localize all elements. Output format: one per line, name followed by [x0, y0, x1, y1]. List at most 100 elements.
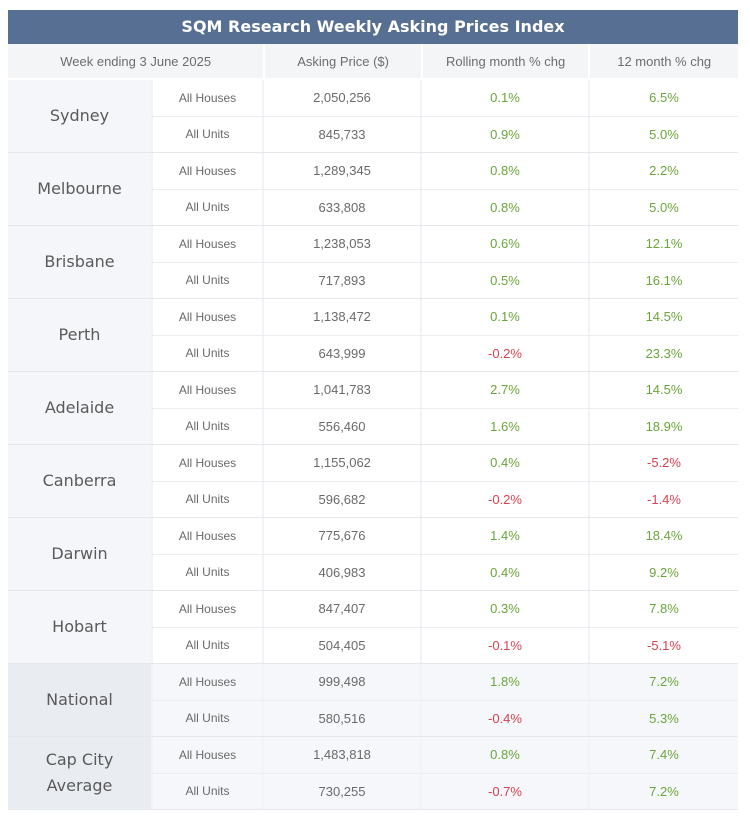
table-row: All Units 717,893 0.5% 16.1%: [151, 261, 738, 298]
city-rows: All Houses 999,498 1.8% 7.2% All Units 580,51…: [151, 664, 738, 736]
month-change-cell: -0.2%: [420, 481, 588, 517]
month-change-cell: 0.4%: [420, 445, 588, 481]
month-change-cell: -0.2%: [420, 335, 588, 371]
asking-price-cell: 1,041,783: [262, 372, 420, 408]
table-row: All Units 633,808 0.8% 5.0%: [151, 188, 738, 225]
month-change-cell: 0.8%: [420, 153, 588, 189]
asking-price-cell: 580,516: [262, 700, 420, 736]
month-change-cell: 0.1%: [420, 80, 588, 116]
city-name: Hobart: [8, 591, 151, 663]
asking-price-cell: 730,255: [262, 773, 420, 809]
city-rows: All Houses 2,050,256 0.1% 6.5% All Units 845,…: [151, 80, 738, 152]
city-block: Adelaide All Houses 1,041,783 2.7% 14.5% All …: [8, 372, 738, 445]
city-block: Brisbane All Houses 1,238,053 0.6% 12.1% All …: [8, 226, 738, 299]
table-row: All Units 845,733 0.9% 5.0%: [151, 115, 738, 152]
asking-price-cell: 556,460: [262, 408, 420, 444]
asking-price-cell: 1,138,472: [262, 299, 420, 335]
table-title: SQM Research Weekly Asking Prices Index: [8, 10, 738, 44]
city-name: Brisbane: [8, 226, 151, 298]
table-row: All Houses 1,483,818 0.8% 7.4%: [151, 737, 738, 773]
dwelling-type-cell: All Units: [151, 700, 262, 736]
dwelling-type-cell: All Houses: [151, 299, 262, 335]
dwelling-type-cell: All Houses: [151, 153, 262, 189]
asking-price-cell: 1,289,345: [262, 153, 420, 189]
table-row: All Units 580,516 -0.4% 5.3%: [151, 699, 738, 736]
city-block: Sydney All Houses 2,050,256 0.1% 6.5% All Uni…: [8, 80, 738, 153]
asking-prices-table: SQM Research Weekly Asking Prices Index …: [8, 10, 738, 810]
dwelling-type-cell: All Units: [151, 408, 262, 444]
dwelling-type-cell: All Houses: [151, 664, 262, 700]
year-change-cell: 5.3%: [588, 700, 738, 736]
city-name: National: [8, 664, 151, 736]
year-change-cell: 7.2%: [588, 664, 738, 700]
city-block: Canberra All Houses 1,155,062 0.4% -5.2% All …: [8, 445, 738, 518]
asking-price-cell: 643,999: [262, 335, 420, 371]
city-block: Hobart All Houses 847,407 0.3% 7.8% All Units…: [8, 591, 738, 664]
asking-price-cell: 633,808: [262, 189, 420, 225]
year-change-cell: 18.9%: [588, 408, 738, 444]
year-change-cell: -5.2%: [588, 445, 738, 481]
table-row: All Houses 775,676 1.4% 18.4%: [151, 518, 738, 554]
year-change-cell: 2.2%: [588, 153, 738, 189]
city-name: Cap City Average: [8, 737, 151, 809]
year-change-cell: 12.1%: [588, 226, 738, 262]
table-row: All Houses 1,155,062 0.4% -5.2%: [151, 445, 738, 481]
asking-price-cell: 775,676: [262, 518, 420, 554]
year-change-cell: 18.4%: [588, 518, 738, 554]
dwelling-type-cell: All Units: [151, 481, 262, 517]
city-name: Melbourne: [8, 153, 151, 225]
month-change-cell: 0.9%: [420, 116, 588, 152]
dwelling-type-cell: All Houses: [151, 737, 262, 773]
month-change-cell: 0.5%: [420, 262, 588, 298]
city-rows: All Houses 1,155,062 0.4% -5.2% All Units 596…: [151, 445, 738, 517]
city-rows: All Houses 1,238,053 0.6% 12.1% All Units 717…: [151, 226, 738, 298]
dwelling-type-cell: All Units: [151, 554, 262, 590]
city-rows: All Houses 847,407 0.3% 7.8% All Units 504,40…: [151, 591, 738, 663]
table-header: Week ending 3 June 2025 Asking Price ($)…: [8, 44, 738, 80]
asking-price-cell: 999,498: [262, 664, 420, 700]
dwelling-type-cell: All Units: [151, 189, 262, 225]
table-row: All Units 596,682 -0.2% -1.4%: [151, 480, 738, 517]
table-row: All Houses 847,407 0.3% 7.8%: [151, 591, 738, 627]
city-rows: All Houses 1,289,345 0.8% 2.2% All Units 633,…: [151, 153, 738, 225]
city-name: Adelaide: [8, 372, 151, 444]
month-change-cell: 1.4%: [420, 518, 588, 554]
asking-price-cell: 847,407: [262, 591, 420, 627]
asking-price-cell: 1,238,053: [262, 226, 420, 262]
city-block: National All Houses 999,498 1.8% 7.2% All Uni…: [8, 664, 738, 737]
table-row: All Units 730,255 -0.7% 7.2%: [151, 772, 738, 809]
month-change-cell: 0.8%: [420, 737, 588, 773]
week-header: Week ending 3 June 2025: [8, 44, 266, 78]
city-name: Sydney: [8, 80, 151, 152]
asking-price-cell: 2,050,256: [262, 80, 420, 116]
year-change-cell: 14.5%: [588, 372, 738, 408]
year-change-cell: 7.4%: [588, 737, 738, 773]
year-change-cell: 7.8%: [588, 591, 738, 627]
asking-price-cell: 504,405: [262, 627, 420, 663]
dwelling-type-cell: All Houses: [151, 372, 262, 408]
table-row: All Units 406,983 0.4% 9.2%: [151, 553, 738, 590]
month-change-header: Rolling month % chg: [423, 44, 591, 78]
year-change-cell: 5.0%: [588, 116, 738, 152]
year-change-cell: 16.1%: [588, 262, 738, 298]
month-change-cell: 2.7%: [420, 372, 588, 408]
dwelling-type-cell: All Units: [151, 627, 262, 663]
year-change-cell: -1.4%: [588, 481, 738, 517]
year-change-cell: 14.5%: [588, 299, 738, 335]
table-row: All Houses 1,289,345 0.8% 2.2%: [151, 153, 738, 189]
city-name: Darwin: [8, 518, 151, 590]
price-header: Asking Price ($): [265, 44, 423, 78]
dwelling-type-cell: All Units: [151, 262, 262, 298]
city-block: Perth All Houses 1,138,472 0.1% 14.5% All Uni…: [8, 299, 738, 372]
city-name: Canberra: [8, 445, 151, 517]
year-change-cell: 9.2%: [588, 554, 738, 590]
year-change-cell: 5.0%: [588, 189, 738, 225]
city-block: Cap City Average All Houses 1,483,818 0.8% 7…: [8, 737, 738, 810]
city-name: Perth: [8, 299, 151, 371]
asking-price-cell: 596,682: [262, 481, 420, 517]
city-rows: All Houses 1,483,818 0.8% 7.4% All Units 730,…: [151, 737, 738, 809]
dwelling-type-cell: All Units: [151, 773, 262, 809]
table-row: All Houses 999,498 1.8% 7.2%: [151, 664, 738, 700]
dwelling-type-cell: All Houses: [151, 445, 262, 481]
month-change-cell: -0.1%: [420, 627, 588, 663]
